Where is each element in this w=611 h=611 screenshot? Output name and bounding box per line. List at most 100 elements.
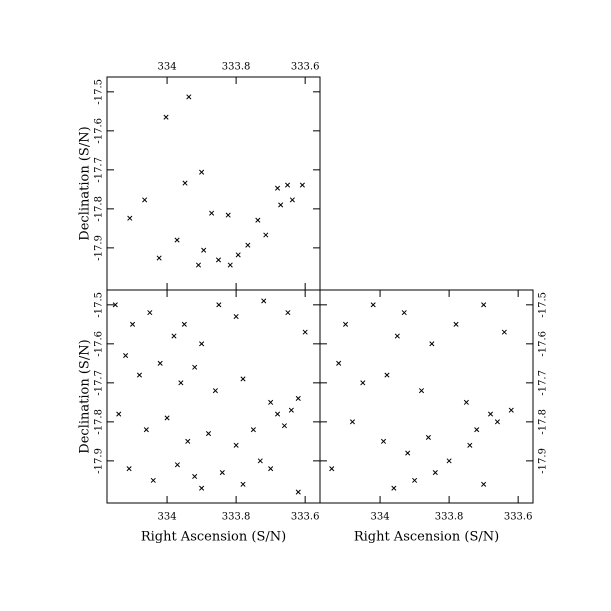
point [209,210,215,216]
point [250,427,256,433]
point [405,450,411,456]
point [235,252,241,258]
point [360,380,366,386]
point [394,333,400,339]
point [481,302,487,308]
point [233,313,239,320]
point [278,202,284,208]
point [123,352,129,359]
x-axis-label: Right Ascension (S/N) [141,530,286,545]
y-tick-label: -17.5 [94,79,105,105]
point [268,466,274,472]
point [192,364,198,370]
point [178,380,184,386]
point [143,427,149,433]
point [215,257,222,263]
point [227,262,233,268]
y-axis-label: Declination (S/N) [78,126,93,240]
point [225,212,231,218]
plot-frame [319,289,534,504]
point [425,434,431,441]
y-tick-label: -17.6 [94,118,105,144]
point [501,329,507,335]
point [136,372,143,378]
point [289,197,295,203]
point [274,411,281,417]
point [453,321,459,327]
point [129,321,136,327]
point [391,485,397,491]
point [295,395,301,402]
x-tick-label: 333.6 [504,512,533,523]
x-tick-label: 334 [158,512,177,523]
x-axis-label: Right Ascension (S/N) [354,530,499,545]
point [370,302,376,308]
point [186,94,192,100]
point [284,182,291,188]
y-tick-label: -17.7 [94,370,105,396]
point [446,458,452,464]
point [127,215,133,221]
point [288,407,294,413]
y-tick-label: -17.8 [94,409,105,435]
point [205,431,212,437]
point [240,376,246,382]
point [185,438,191,444]
x-tick-label: 333.8 [222,62,251,73]
point [257,458,263,464]
point [157,360,163,366]
y-tick-label: -17.8 [94,196,105,222]
point [181,321,187,327]
point [268,399,274,405]
point [508,407,514,413]
y-tick-label: -17.5 [94,292,105,318]
point [285,310,291,316]
point [418,388,425,394]
point [195,262,202,268]
y-tick-label: -17.7 [94,157,105,183]
point [199,169,205,175]
point [429,341,435,347]
point [432,470,438,476]
point [233,442,239,448]
y-tick-label: -17.9 [538,448,549,474]
x-tick-label: 334 [371,512,390,523]
point [380,438,387,444]
x-tick-label: 333.8 [222,512,251,523]
y-tick-label: -17.5 [538,292,549,318]
point [274,185,281,191]
plot-frame [106,289,321,504]
point [329,466,335,472]
point [182,180,188,186]
x-tick-label: 333.6 [291,512,320,523]
point [401,310,407,316]
point [481,481,487,487]
point [156,255,162,261]
y-tick-label: -17.9 [94,448,105,474]
y-tick-label: -17.7 [538,370,549,396]
point [412,477,418,483]
point [126,466,132,472]
point [281,423,287,429]
point [342,321,349,327]
point [163,114,169,120]
point [487,411,494,417]
y-tick-label: -17.9 [94,235,105,261]
point [112,302,118,308]
point [199,485,205,491]
point [295,489,301,495]
point [245,242,251,248]
point [336,360,342,366]
point [150,477,156,483]
plot-frame [106,76,321,291]
y-axis-label: Declination (S/N) [78,339,93,453]
point [263,232,269,238]
x-tick-label: 333.6 [291,62,320,73]
point [384,372,390,378]
point [201,247,207,253]
point [240,481,246,487]
point [349,419,356,425]
point [199,341,205,347]
point [494,419,500,425]
